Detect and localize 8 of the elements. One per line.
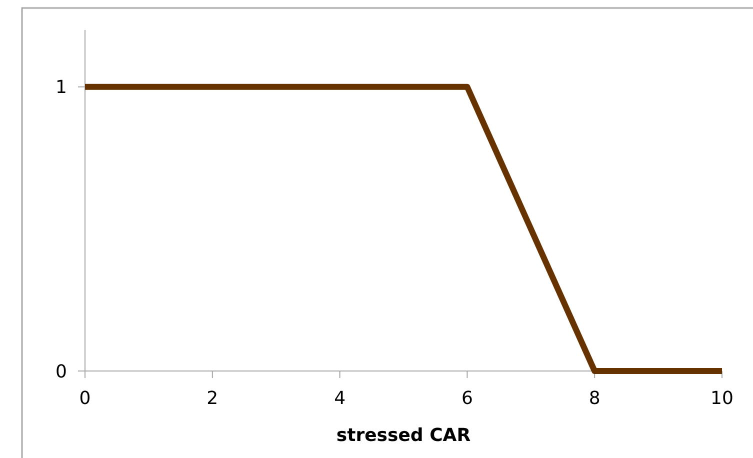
x-tick-label: 2	[206, 388, 218, 409]
x-tick-label: 4	[334, 388, 346, 409]
x-tick-label: 10	[710, 388, 734, 409]
x-tick-label: 0	[79, 388, 91, 409]
x-tick-label: 6	[461, 388, 473, 409]
x-axis-title: stressed CAR	[336, 425, 471, 446]
x-tick-label: 8	[588, 388, 600, 409]
y-tick-label: 1	[56, 77, 67, 98]
